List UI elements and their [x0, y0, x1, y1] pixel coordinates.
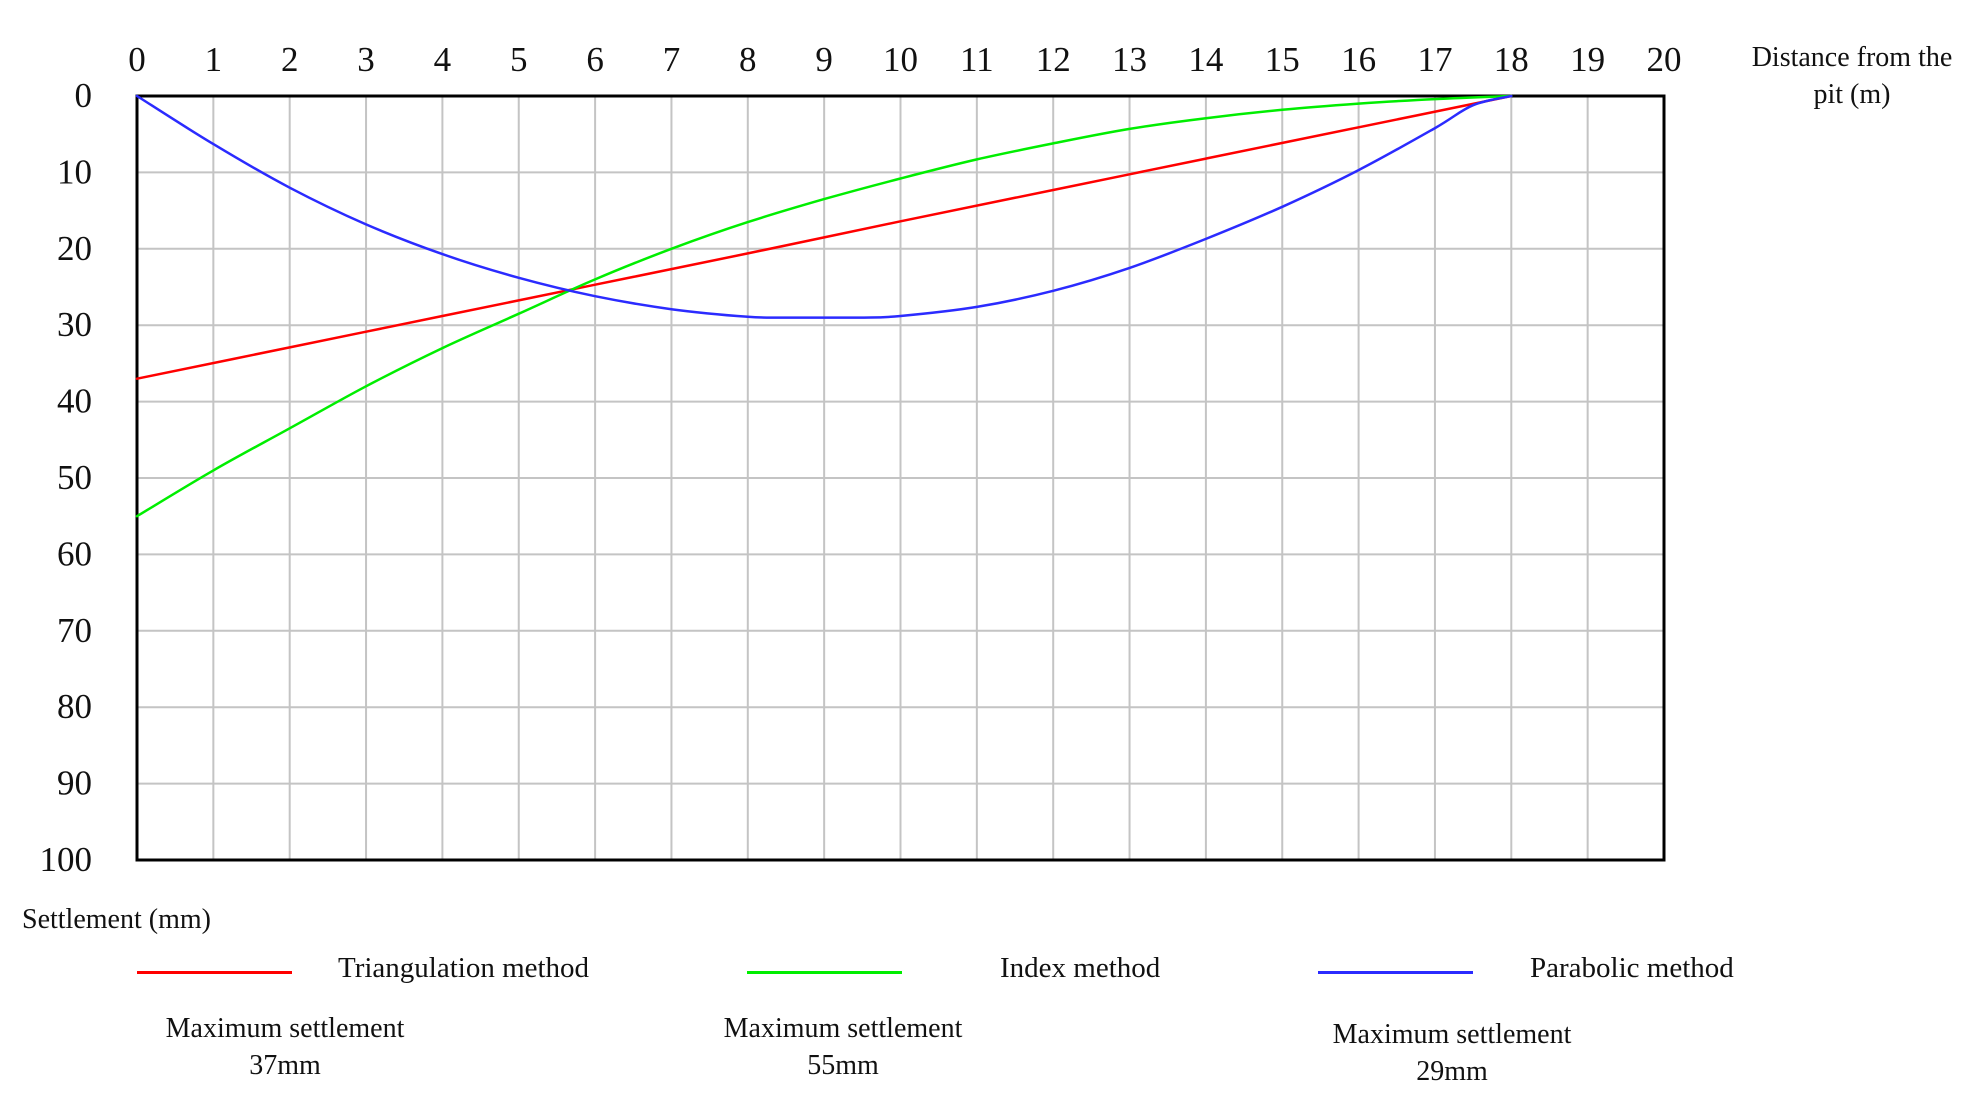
x-tick-label: 15 [1265, 40, 1300, 79]
y-tick-label: 80 [57, 687, 92, 726]
y-tick-label: 10 [57, 152, 92, 191]
annotation-parabolic: Maximum settlement 29mm [1302, 1016, 1602, 1090]
legend-label-index: Index method [1000, 952, 1161, 984]
annotation-value: 29mm [1416, 1056, 1488, 1087]
legend-swatch-index [747, 971, 902, 974]
legend-swatch-triangulation [137, 971, 292, 974]
annotation-index: Maximum settlement 55mm [693, 1010, 993, 1084]
legend-item-triangulation: Triangulation method [137, 950, 657, 994]
x-tick-label: 0 [128, 40, 146, 79]
y-tick-label: 70 [57, 611, 92, 650]
x-tick-label: 8 [739, 40, 757, 79]
x-tick-label: 20 [1647, 40, 1682, 79]
x-tick-label: 1 [205, 40, 223, 79]
x-tick-label: 10 [883, 40, 918, 79]
x-axis-title-line2: pit (m) [1814, 79, 1891, 110]
legend-label-triangulation: Triangulation method [338, 952, 590, 984]
y-tick-label: 20 [57, 229, 92, 268]
y-tick-labels: 0 10 20 30 40 50 60 70 80 90 100 [40, 76, 93, 879]
grid [136, 95, 1665, 861]
plot-frame [135, 94, 1666, 862]
annotation-label: Maximum settlement [723, 1013, 963, 1044]
x-tick-label: 9 [815, 40, 833, 79]
x-tick-label: 14 [1188, 40, 1223, 79]
x-tick-label: 16 [1341, 40, 1376, 79]
x-tick-label: 3 [357, 40, 375, 79]
annotation-value: 37mm [249, 1050, 321, 1081]
series-line-2 [135, 94, 1513, 319]
legend-item-parabolic: Parabolic method [1318, 950, 1778, 994]
x-tick-labels: 0 1 2 3 4 5 6 7 8 9 10 11 12 13 14 15 16 17 18 19 20 [128, 40, 1681, 79]
y-tick-label: 30 [57, 305, 92, 344]
x-tick-label: 13 [1112, 40, 1147, 79]
legend-label-parabolic: Parabolic method [1530, 952, 1734, 984]
y-axis-title: Settlement (mm) [22, 904, 211, 935]
x-axis-title-line1: Distance from the [1752, 42, 1953, 73]
y-tick-label: 50 [57, 458, 92, 497]
y-tick-label: 40 [57, 382, 92, 421]
legend-item-index: Index method [747, 950, 1227, 994]
x-tick-label: 11 [960, 40, 994, 79]
annotation-value: 55mm [807, 1050, 879, 1081]
x-tick-label: 17 [1417, 40, 1452, 79]
series-line-1 [135, 94, 1513, 518]
series-line-0 [135, 94, 1513, 380]
annotation-triangulation: Maximum settlement 37mm [135, 1010, 435, 1084]
x-tick-label: 19 [1570, 40, 1605, 79]
annotation-label: Maximum settlement [1332, 1019, 1572, 1050]
x-tick-label: 4 [434, 40, 452, 79]
y-tick-label: 0 [75, 76, 93, 115]
annotation-label: Maximum settlement [165, 1013, 405, 1044]
x-tick-label: 6 [586, 40, 604, 79]
y-tick-label: 90 [57, 764, 92, 803]
legend-swatch-parabolic [1318, 971, 1473, 974]
series-layer [135, 94, 1513, 518]
x-tick-label: 5 [510, 40, 528, 79]
x-tick-label: 18 [1494, 40, 1529, 79]
y-tick-label: 100 [40, 840, 93, 879]
y-tick-label: 60 [57, 534, 92, 573]
x-tick-label: 7 [663, 40, 681, 79]
x-tick-label: 12 [1036, 40, 1071, 79]
x-tick-label: 2 [281, 40, 299, 79]
